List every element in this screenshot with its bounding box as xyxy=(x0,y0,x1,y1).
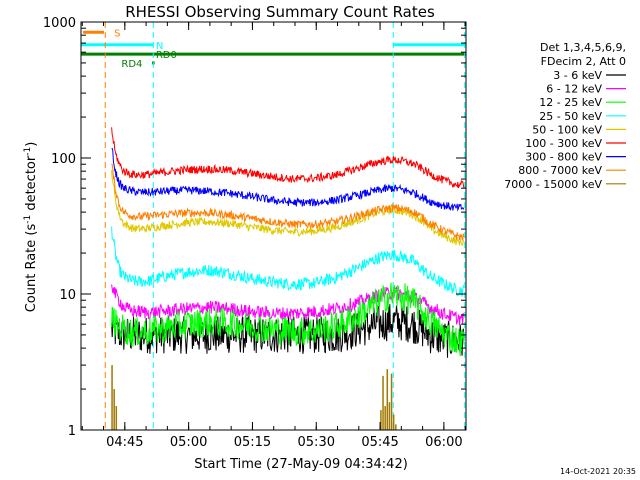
legend-entry-label: 7000 - 15000 keV xyxy=(504,178,602,191)
x-tick-label: 05:15 xyxy=(234,435,271,450)
state-bar-label-rd4: RD4 xyxy=(121,59,142,70)
state-bar-label-rd0: RD0 xyxy=(156,50,177,61)
legend-entry-label: 6 - 12 keV xyxy=(546,83,602,96)
legend: Det 1,3,4,5,6,9, FDecim 2, Att 0 3 - 6 k… xyxy=(504,41,626,191)
footer-timestamp: 14-Oct-2021 20:35 xyxy=(560,467,636,476)
legend-entry-label: 50 - 100 keV xyxy=(532,123,602,136)
y-tick-label: 10 xyxy=(59,288,76,303)
axis-ticks: 04:45 05:00 05:15 05:30 05:45 06:00 1 10 100 1000 xyxy=(43,16,466,450)
legend-entry-label: 25 - 50 keV xyxy=(539,110,602,123)
state-bar-label-n: N xyxy=(156,41,163,52)
series-800-7000kev xyxy=(111,163,465,241)
chart-title: RHESSI Observing Summary Count Rates xyxy=(125,3,435,21)
y-axis-label-end: ) xyxy=(24,142,39,147)
legend-entry-label: 12 - 25 keV xyxy=(539,96,602,109)
series-100-300kev xyxy=(111,127,465,189)
x-axis-label: Start Time (27-May-09 04:34:42) xyxy=(194,457,408,472)
x-tick-label: 05:45 xyxy=(361,435,398,450)
legend-header-line-2: FDecim 2, Att 0 xyxy=(541,55,626,68)
series-12-25kev xyxy=(111,282,465,357)
y-tick-label: 100 xyxy=(51,152,76,167)
x-tick-label: 05:30 xyxy=(298,435,335,450)
y-axis-label: Count Rate (s-1 detector-1) xyxy=(23,142,39,313)
series-300-800kev xyxy=(111,147,465,212)
state-bar-label-s: S xyxy=(114,28,120,39)
series-50-100kev xyxy=(111,170,465,247)
y-tick-label: 1000 xyxy=(43,16,76,31)
x-tick-label: 04:45 xyxy=(106,435,143,450)
x-tick-label: 06:00 xyxy=(425,435,462,450)
series-25-50kev xyxy=(111,226,465,297)
legend-entry-label: 800 - 7000 keV xyxy=(518,164,602,177)
time-markers xyxy=(104,22,466,430)
x-tick-label: 05:00 xyxy=(170,435,207,450)
y-axis-label-mid: detector xyxy=(24,155,39,215)
legend-entry-label: 3 - 6 keV xyxy=(553,69,602,82)
legend-entry-label: 300 - 800 keV xyxy=(525,151,602,164)
data-series xyxy=(111,127,465,430)
y-axis-label-main: Count Rate (s xyxy=(24,224,39,313)
y-axis-label-sup1: -1 xyxy=(23,215,33,224)
legend-entry-label: 100 - 300 keV xyxy=(525,137,602,150)
y-axis-label-sup2: -1 xyxy=(23,147,33,156)
legend-header-line-1: Det 1,3,4,5,6,9, xyxy=(540,41,626,54)
y-tick-label: 1 xyxy=(68,424,76,439)
